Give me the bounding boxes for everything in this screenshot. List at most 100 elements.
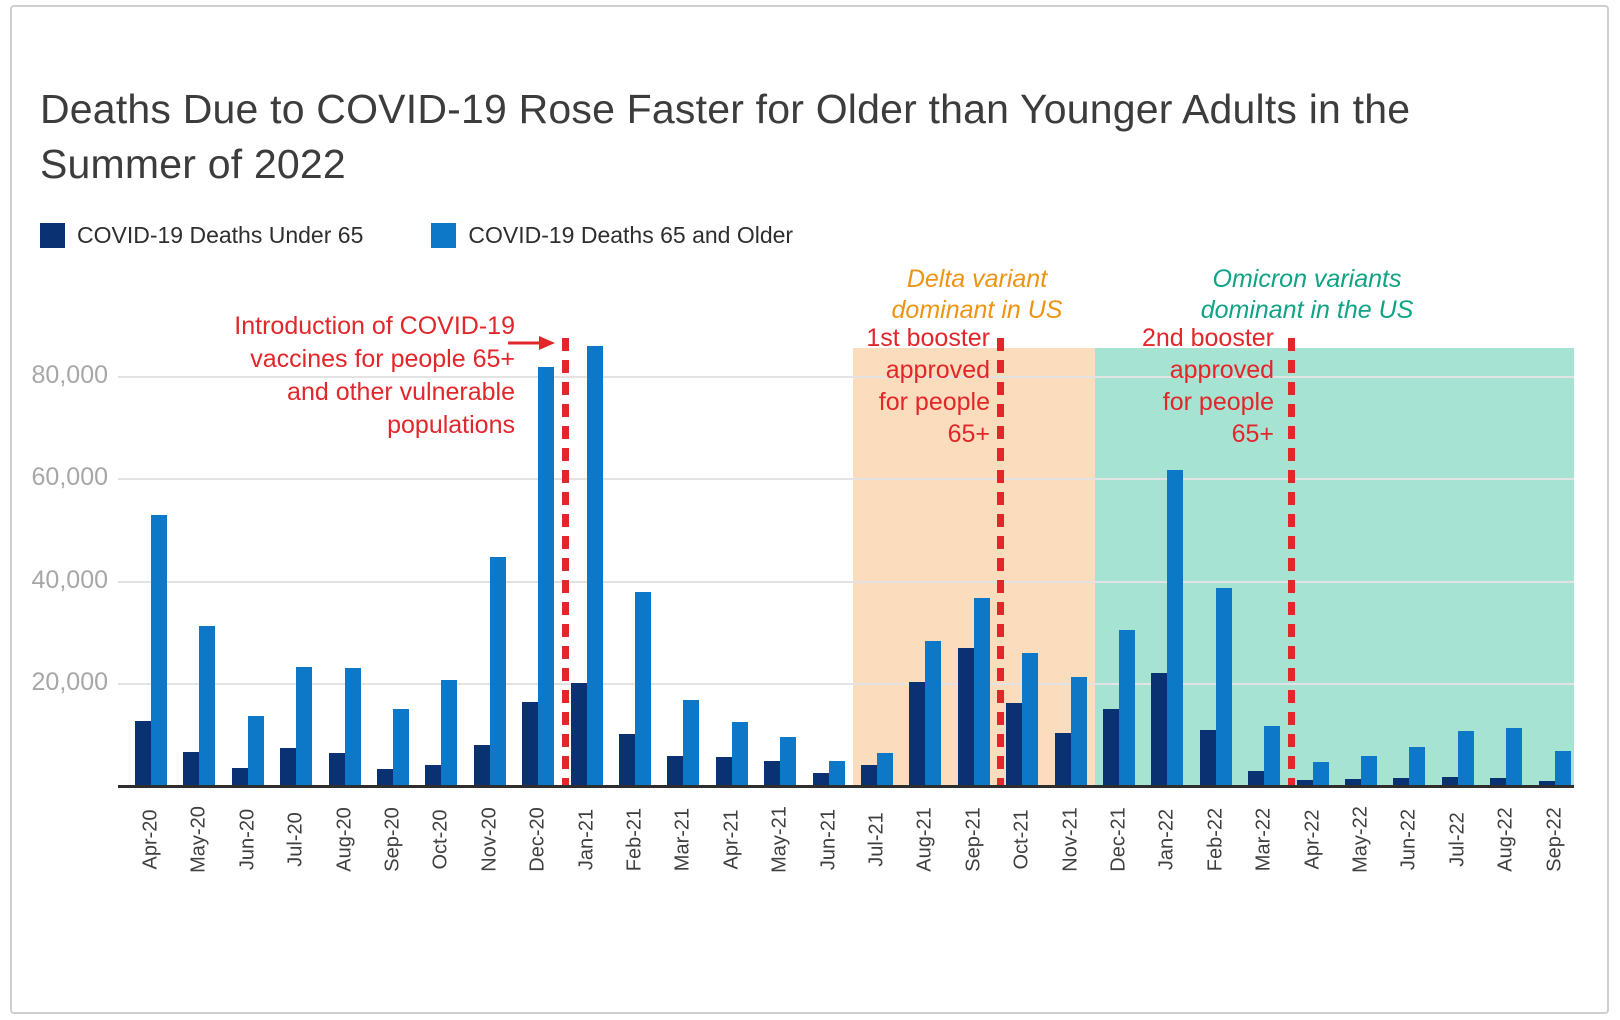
x-tick-label: Jun-21 (817, 808, 840, 871)
x-tick-label: Sep-21 (962, 807, 985, 872)
plot-area: 20,000 40,000 60,000 80,000 Apr-20 May-20 Jun-… (32, 326, 1574, 873)
bar-65-older (1264, 726, 1281, 786)
bar-under-65 (1393, 778, 1410, 786)
bar-65-older (1022, 653, 1039, 786)
annotation-1st-booster: 1st booster approved for people 65+ (866, 324, 990, 448)
bar-under-65 (1103, 709, 1119, 786)
x-tick-label: Nov-21 (1059, 807, 1082, 872)
bar-under-65 (715, 757, 732, 786)
bar-65-older (877, 753, 893, 786)
bar-under-65 (1296, 780, 1313, 786)
bar-under-65 (473, 745, 490, 786)
x-tick-label: Apr-20 (139, 809, 162, 870)
arrow-icon (508, 336, 555, 350)
legend-swatch-under-65 (40, 223, 65, 248)
x-tick-label: Oct-21 (1010, 809, 1033, 870)
gridline (118, 376, 1574, 378)
bar-under-65 (1199, 730, 1216, 786)
event-line (997, 338, 1005, 786)
x-tick-label: Feb-21 (623, 807, 646, 872)
x-tick-label: Jul-20 (284, 812, 307, 867)
bar-65-older (1506, 728, 1523, 786)
bar-under-65 (1006, 703, 1023, 786)
x-tick-label: Mar-22 (1252, 807, 1275, 872)
bar-under-65 (328, 753, 345, 786)
bar-under-65 (1248, 771, 1265, 786)
bar-65-older (1215, 588, 1232, 786)
bar-65-older (393, 709, 409, 786)
x-tick-label: Dec-20 (526, 807, 549, 872)
bar-under-65 (183, 752, 200, 786)
y-tick-label: 20,000 (31, 667, 108, 696)
bar-under-65 (280, 748, 297, 786)
bar-65-older (1457, 731, 1474, 786)
annotation-omicron-variant: Omicron variants dominant in the US (1200, 265, 1414, 324)
event-line (1287, 338, 1295, 786)
annotation-delta-variant: Delta variant dominant in US (891, 265, 1063, 324)
x-tick-label: Apr-21 (720, 809, 743, 870)
x-tick-label: Jan-22 (1155, 808, 1178, 871)
bar-65-older (1070, 677, 1087, 786)
bar-65-older (683, 700, 700, 786)
bar-65-older (199, 626, 216, 786)
x-tick-label: May-22 (1349, 806, 1372, 873)
bar-65-older (586, 346, 603, 786)
bar-under-65 (1054, 733, 1071, 786)
bar-under-65 (957, 648, 974, 786)
legend: COVID-19 Deaths Under 65 COVID-19 Deaths… (40, 222, 793, 249)
x-tick-label: Jul-21 (865, 812, 888, 867)
bar-65-older (973, 598, 990, 786)
bar-under-65 (425, 765, 442, 786)
x-tick-label: Nov-20 (478, 807, 501, 872)
x-tick-label: Jun-20 (236, 808, 259, 871)
bar-65-older (780, 737, 797, 786)
gridline (118, 478, 1574, 481)
x-tick-label: Mar-21 (671, 807, 694, 872)
bar-65-older (538, 367, 555, 786)
bar-65-older (151, 515, 167, 786)
bar-65-older (1409, 747, 1426, 786)
bar-under-65 (522, 702, 539, 786)
x-tick-label: May-20 (187, 806, 210, 873)
bar-65-older (344, 668, 361, 786)
bar-under-65 (619, 734, 635, 786)
legend-item-65-older: COVID-19 Deaths 65 and Older (431, 222, 793, 249)
bar-under-65 (909, 682, 926, 786)
bar-65-older (925, 641, 942, 786)
bar-under-65 (1151, 673, 1168, 786)
y-tick-label: 80,000 (31, 361, 108, 389)
x-tick-label: Oct-20 (429, 809, 452, 870)
bar-under-65 (1441, 777, 1458, 786)
bar-65-older (1119, 630, 1135, 786)
bar-65-older (296, 667, 313, 786)
legend-item-under-65: COVID-19 Deaths Under 65 (40, 222, 363, 249)
legend-label-under-65: COVID-19 Deaths Under 65 (77, 222, 364, 248)
bar-under-65 (1345, 779, 1361, 786)
legend-swatch-65-older (431, 223, 457, 248)
card-border (10, 5, 1609, 1014)
x-axis-line (118, 785, 1574, 788)
gridline (118, 580, 1574, 583)
bar-65-older (489, 557, 506, 786)
bar-65-older (731, 722, 748, 786)
gridline (118, 682, 1574, 685)
bar-under-65 (812, 773, 829, 786)
bar-under-65 (1538, 781, 1555, 786)
annotation-vaccine-intro: Introduction of COVID-19 vaccines for pe… (234, 312, 515, 439)
x-tick-label: Jun-22 (1397, 808, 1420, 871)
x-tick-label: May-21 (768, 806, 791, 873)
bar-65-older (1554, 751, 1571, 786)
legend-label-65-older: COVID-19 Deaths 65 and Older (468, 222, 794, 248)
bar-65-older (247, 716, 264, 786)
bar-under-65 (667, 756, 684, 786)
x-tick-label: Sep-20 (381, 807, 404, 872)
bar-65-older (1361, 756, 1377, 786)
event-line (561, 338, 569, 786)
y-tick-label: 60,000 (31, 463, 108, 492)
x-tick-label: Aug-22 (1494, 807, 1517, 872)
bar-under-65 (1490, 778, 1507, 786)
bar-under-65 (570, 683, 587, 786)
chart-title: Deaths Due to COVID-19 Rose Faster for O… (40, 86, 1411, 187)
bar-under-65 (377, 769, 393, 786)
